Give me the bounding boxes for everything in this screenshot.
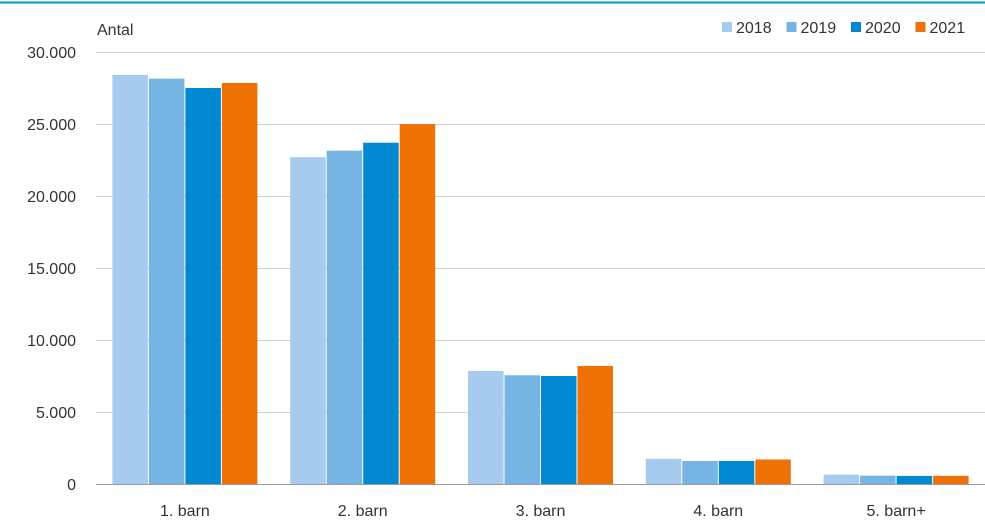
bar-2018-1 bbox=[112, 75, 148, 484]
x-category-label: 1. barn bbox=[160, 503, 210, 520]
bar-2019-5 bbox=[860, 475, 896, 484]
x-category-label: 4. barn bbox=[693, 503, 743, 520]
bar-2019-4 bbox=[682, 460, 718, 484]
bar-2021-4 bbox=[755, 459, 791, 484]
legend-label: 2021 bbox=[930, 20, 966, 37]
bar-2019-3 bbox=[504, 375, 540, 484]
legend-label: 2018 bbox=[736, 20, 772, 37]
y-tick-label: 20.000 bbox=[27, 189, 76, 206]
y-tick-label: 30.000 bbox=[27, 45, 76, 62]
legend-swatch-2018 bbox=[722, 22, 732, 32]
bar-2021-5 bbox=[933, 475, 969, 484]
bar-2020-1 bbox=[185, 88, 221, 484]
y-axis-tick-labels: 0 5.000 10.000 15.000 20.000 25.000 30.000 bbox=[27, 45, 76, 494]
y-tick-label: 15.000 bbox=[27, 261, 76, 278]
bar-2018-2 bbox=[290, 157, 326, 484]
bar-2020-2 bbox=[363, 142, 399, 484]
y-tick-label: 25.000 bbox=[27, 117, 76, 134]
x-axis-category-labels: 1. barn 2. barn 3. barn 4. barn 5. barn+ bbox=[160, 503, 926, 520]
y-tick-label: 10.000 bbox=[27, 333, 76, 350]
bar-2021-3 bbox=[577, 365, 613, 484]
bar-2018-5 bbox=[823, 474, 860, 484]
x-category-label: 5. barn+ bbox=[867, 503, 926, 520]
legend-label: 2020 bbox=[865, 20, 901, 37]
legend-swatch-2020 bbox=[851, 22, 861, 32]
y-tick-label: 5.000 bbox=[36, 405, 76, 422]
bar-2020-4 bbox=[718, 460, 755, 484]
bar-2019-2 bbox=[326, 150, 363, 484]
legend: 2018 2019 2020 2021 bbox=[722, 20, 965, 37]
bar-2021-1 bbox=[221, 82, 258, 485]
y-axis-label: Antal bbox=[97, 22, 133, 39]
legend-swatch-2021 bbox=[915, 22, 926, 32]
bar-2020-5 bbox=[896, 475, 933, 484]
legend-swatch-2019 bbox=[786, 22, 797, 32]
x-category-label: 3. barn bbox=[516, 503, 566, 520]
legend-label: 2019 bbox=[801, 20, 837, 37]
x-category-label: 2. barn bbox=[338, 503, 388, 520]
bar-2020-3 bbox=[541, 376, 577, 484]
bars bbox=[112, 75, 969, 485]
y-tick-label: 0 bbox=[67, 477, 76, 494]
bar-2021-2 bbox=[399, 124, 436, 484]
bar-2018-4 bbox=[645, 458, 682, 484]
bar-2019-1 bbox=[148, 78, 185, 484]
bar-2018-3 bbox=[468, 370, 504, 484]
